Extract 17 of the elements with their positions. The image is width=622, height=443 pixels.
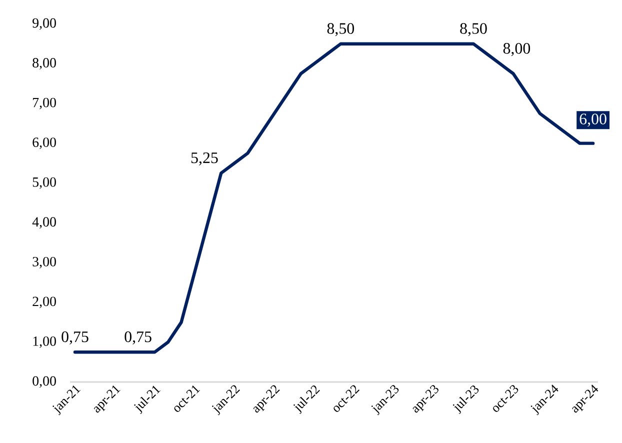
data-label: 8,50 — [460, 23, 487, 36]
data-label: 0,75 — [124, 331, 152, 344]
y-tick-label: 1,00 — [33, 336, 56, 348]
y-tick-label: 9,00 — [32, 18, 56, 30]
y-tick-label: 2,00 — [32, 296, 56, 308]
y-tick-label: 4,00 — [32, 217, 56, 229]
y-tick-label: 7,00 — [33, 98, 56, 110]
y-tick-label: 3,00 — [32, 256, 56, 268]
data-label: 0,75 — [62, 331, 88, 344]
y-tick-label: 6,00 — [32, 138, 56, 150]
y-tick-label: 5,00 — [32, 177, 56, 189]
data-label: 6,00 — [580, 114, 606, 127]
y-tick-label: 8,00 — [32, 58, 56, 70]
data-label: 8,00 — [503, 43, 530, 56]
data-label: 5,25 — [191, 152, 218, 166]
y-tick-label: 0,00 — [32, 376, 56, 388]
data-label: 8,50 — [327, 23, 354, 36]
